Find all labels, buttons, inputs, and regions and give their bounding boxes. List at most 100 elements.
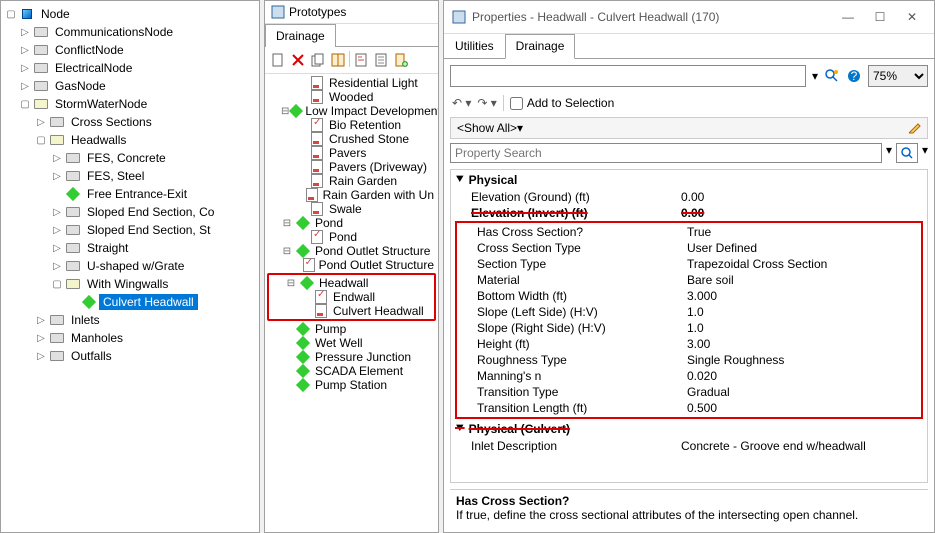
tree-item[interactable]: Free Entrance-Exit (1, 185, 259, 203)
cube-icon (19, 7, 35, 21)
prototype-item[interactable]: ⊟Pond (265, 216, 438, 230)
prototype-item[interactable]: Pond Outlet Structure (265, 258, 438, 272)
property-row[interactable]: Inlet DescriptionConcrete - Groove end w… (451, 438, 927, 454)
page-check-icon (309, 230, 325, 244)
edit-icon[interactable] (901, 121, 921, 135)
diamond-icon (295, 322, 311, 336)
report-icon[interactable] (352, 51, 370, 69)
prototype-item[interactable]: Crushed Stone (265, 132, 438, 146)
tree-item[interactable]: ▷Cross Sections (1, 113, 259, 131)
search-menu-icon[interactable]: ▾ (922, 143, 928, 163)
property-row[interactable]: Transition TypeGradual (457, 384, 921, 400)
search-button[interactable] (896, 143, 918, 163)
property-row[interactable]: Elevation (Ground) (ft)0.00 (451, 189, 927, 205)
prototype-item[interactable]: Residential Light (265, 76, 438, 90)
tree-item[interactable]: ▢Headwalls (1, 131, 259, 149)
prototype-item[interactable]: Culvert Headwall (269, 304, 434, 318)
maximize-button[interactable]: ☐ (866, 7, 894, 27)
tree-item[interactable]: Culvert Headwall (1, 293, 259, 311)
explorer-tree[interactable]: ▢ Node ▷CommunicationsNode▷ConflictNode▷… (0, 0, 260, 533)
folder-icon (33, 25, 49, 39)
sep (349, 51, 350, 67)
prototype-item[interactable]: Pressure Junction (265, 350, 438, 364)
property-search[interactable] (450, 143, 882, 163)
diamond-icon (295, 336, 311, 350)
prototype-item[interactable]: ⊟Pond Outlet Structure (265, 244, 438, 258)
tree-item[interactable]: ▷Manholes (1, 329, 259, 347)
tree-item[interactable]: ▷CommunicationsNode (1, 23, 259, 41)
tree-item[interactable]: ▷U-shaped w/Grate (1, 257, 259, 275)
zoom-icon[interactable] (824, 68, 840, 84)
property-grid[interactable]: ⯆Physical Elevation (Ground) (ft)0.00Ele… (450, 169, 928, 483)
property-row[interactable]: Transition Length (ft)0.500 (457, 400, 921, 416)
tree-item[interactable]: ▷FES, Steel (1, 167, 259, 185)
property-row[interactable]: Section TypeTrapezoidal Cross Section (457, 256, 921, 272)
prototype-item[interactable]: Pavers (265, 146, 438, 160)
property-row[interactable]: Bottom Width (ft)3.000 (457, 288, 921, 304)
tree-item[interactable]: ▷Inlets (1, 311, 259, 329)
zoom-select[interactable]: 75% (868, 65, 928, 87)
tree-item[interactable]: ▷Straight (1, 239, 259, 257)
dropdown-icon[interactable]: ▾ (812, 69, 818, 83)
page-check-icon (313, 290, 329, 304)
prototype-item[interactable]: Bio Retention (265, 118, 438, 132)
folder-icon (49, 115, 65, 129)
tree-item[interactable]: ▷Sloped End Section, Co (1, 203, 259, 221)
prototype-item[interactable]: Wooded (265, 90, 438, 104)
property-row[interactable]: Roughness TypeSingle Roughness (457, 352, 921, 368)
tree-item[interactable]: ▷GasNode (1, 77, 259, 95)
tree-root[interactable]: ▢ Node (1, 5, 259, 23)
prototype-item[interactable]: SCADA Element (265, 364, 438, 378)
tree-item[interactable]: ▷FES, Concrete (1, 149, 259, 167)
prototype-item[interactable]: ⊟Low Impact Development (265, 104, 438, 118)
folder-icon (49, 349, 65, 363)
show-all-filter[interactable]: <Show All>▾ (450, 117, 928, 139)
property-row[interactable]: Elevation (Invert) (ft)0.00 (451, 205, 927, 221)
tab-drainage[interactable]: Drainage (265, 24, 336, 47)
copy-icon[interactable] (309, 51, 327, 69)
list-icon[interactable] (372, 51, 390, 69)
prototype-item[interactable]: Pond (265, 230, 438, 244)
minimize-button[interactable]: — (834, 7, 862, 27)
prototype-item[interactable]: Endwall (269, 290, 434, 304)
tab-utilities[interactable]: Utilities (444, 34, 505, 58)
forward-icon[interactable]: ↷ ▾ (477, 96, 496, 110)
search-dropdown-icon[interactable]: ▾ (886, 143, 892, 163)
tree-item[interactable]: ▷ElectricalNode (1, 59, 259, 77)
prototypes-tree[interactable]: Residential LightWooded⊟Low Impact Devel… (265, 74, 438, 532)
property-row[interactable]: Cross Section TypeUser Defined (457, 240, 921, 256)
property-row[interactable]: Slope (Left Side) (H:V)1.0 (457, 304, 921, 320)
property-row[interactable]: Slope (Right Side) (H:V)1.0 (457, 320, 921, 336)
prototype-item[interactable]: Wet Well (265, 336, 438, 350)
tree-item[interactable]: ▷Outfalls (1, 347, 259, 365)
prototypes-panel: Prototypes Drainage Residential LightWoo… (264, 0, 439, 533)
property-row[interactable]: Height (ft)3.00 (457, 336, 921, 352)
page-icon (309, 202, 325, 216)
tree-item[interactable]: ▷ConflictNode (1, 41, 259, 59)
add-to-selection[interactable]: Add to Selection (510, 96, 614, 110)
prototype-item[interactable]: Rain Garden (265, 174, 438, 188)
prototype-item[interactable]: ⊟Headwall (269, 276, 434, 290)
help-icon[interactable]: ? (846, 68, 862, 84)
tree-item[interactable]: ▷Sloped End Section, St (1, 221, 259, 239)
category-physical[interactable]: ⯆Physical (451, 170, 927, 189)
prototype-item[interactable]: Pump (265, 322, 438, 336)
delete-icon[interactable] (289, 51, 307, 69)
prototype-item[interactable]: Pump Station (265, 378, 438, 392)
element-selector[interactable] (450, 65, 806, 87)
tree-item[interactable]: ▢StormWaterNode (1, 95, 259, 113)
new-icon[interactable] (269, 51, 287, 69)
back-icon[interactable]: ↶ ▾ (452, 96, 471, 110)
prototype-item[interactable]: Swale (265, 202, 438, 216)
category-physical-culvert[interactable]: ⯆Physical (Culvert) (451, 419, 927, 438)
add-icon[interactable] (392, 51, 410, 69)
prototype-item[interactable]: Rain Garden with Un (265, 188, 438, 202)
merge-icon[interactable] (329, 51, 347, 69)
tab-drainage[interactable]: Drainage (505, 34, 576, 59)
prototype-item[interactable]: Pavers (Driveway) (265, 160, 438, 174)
close-button[interactable]: ✕ (898, 7, 926, 27)
property-row[interactable]: MaterialBare soil (457, 272, 921, 288)
property-row[interactable]: Manning's n0.020 (457, 368, 921, 384)
tree-item[interactable]: ▢With Wingwalls (1, 275, 259, 293)
property-row[interactable]: Has Cross Section?True (457, 224, 921, 240)
